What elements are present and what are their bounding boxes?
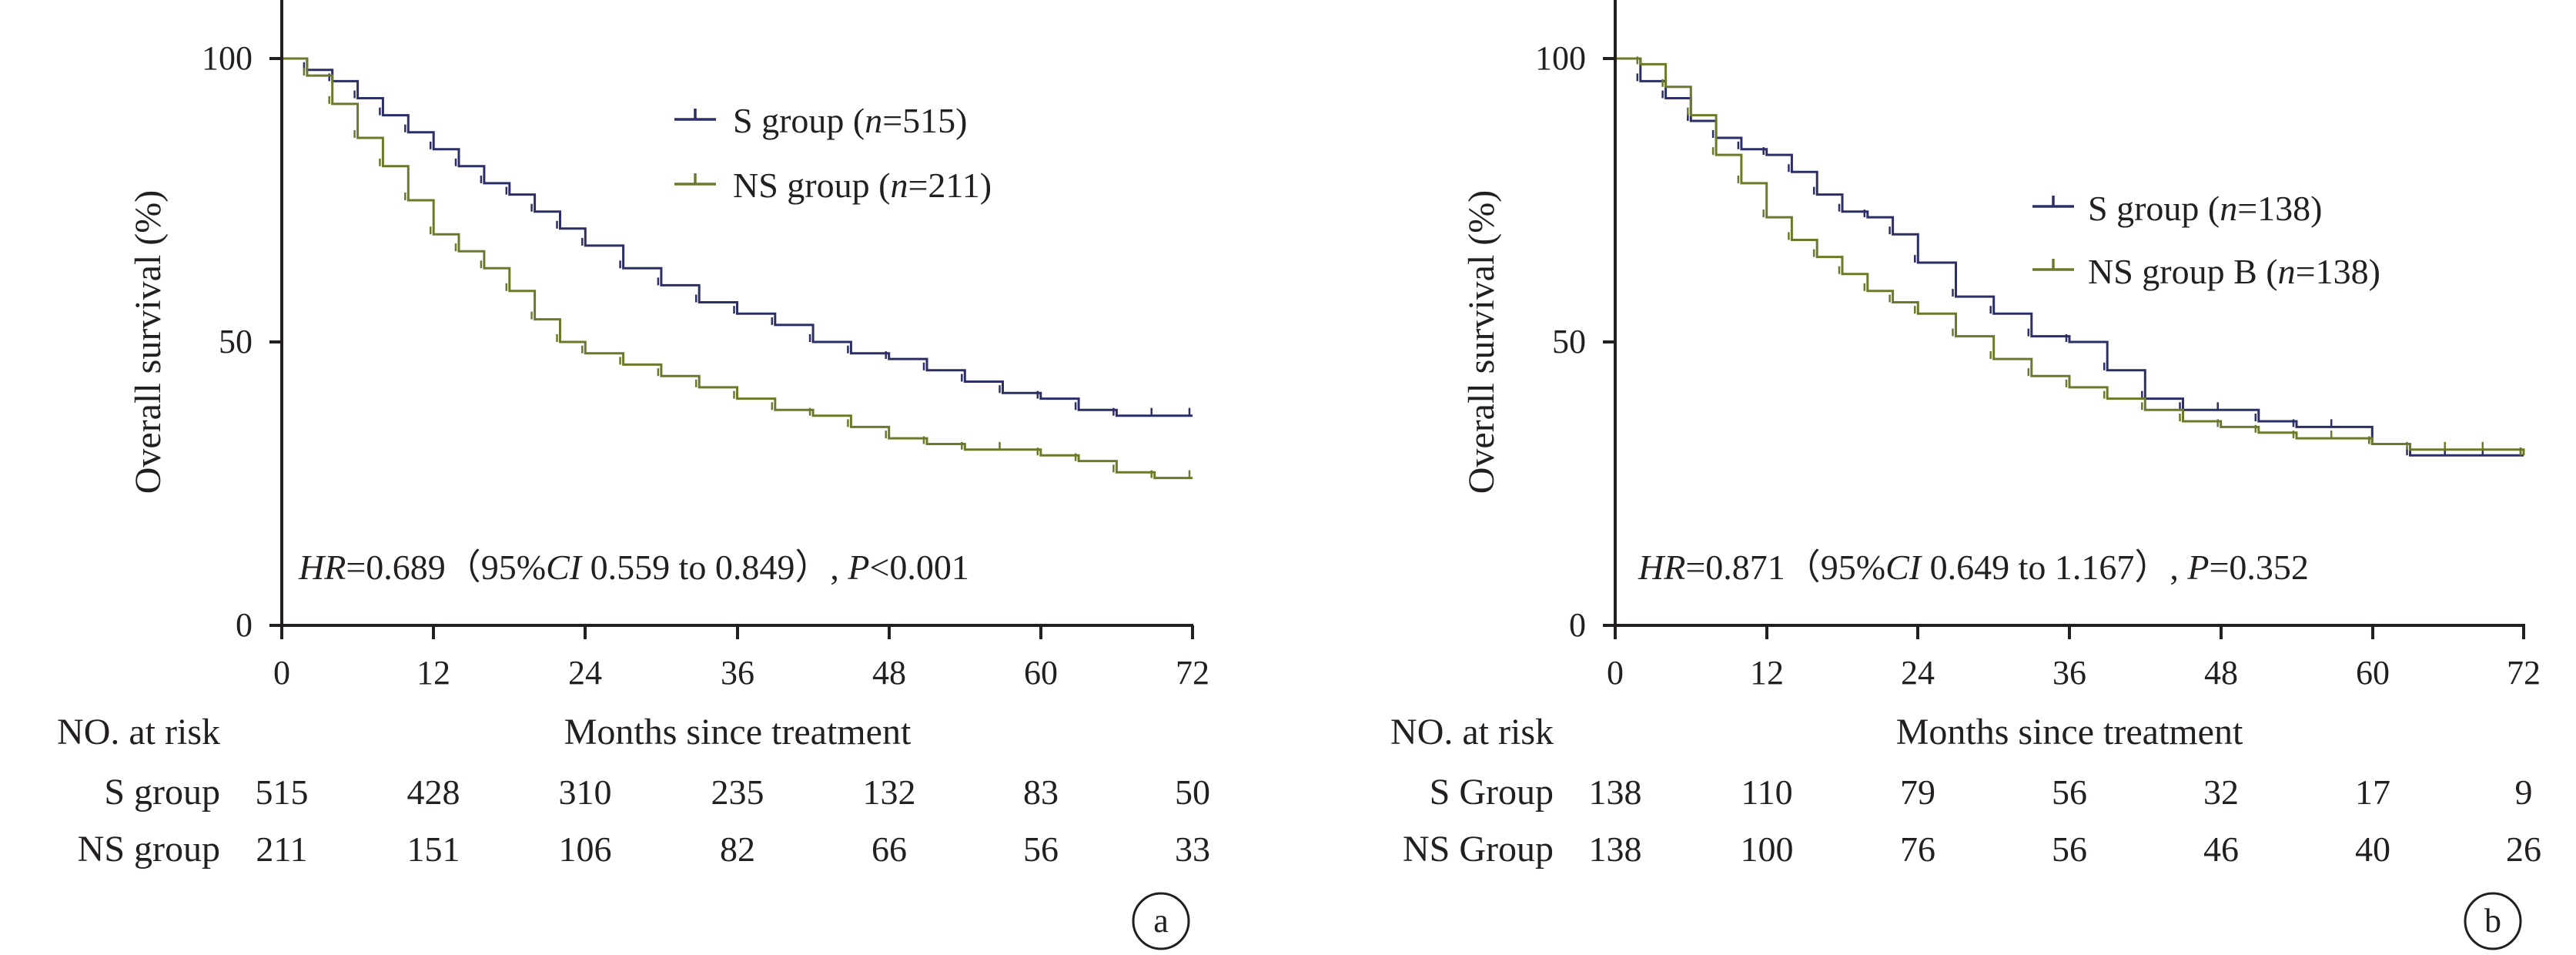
panel-a-xtick-label: 12 — [417, 654, 450, 692]
panel-a-risk-table: NO. at risk S group NS group 515 428 310… — [57, 712, 1210, 870]
risk-cell: 76 — [1900, 829, 1935, 869]
panel-b-risk-table: NO. at risk S Group NS Group 138 110 79 … — [1390, 712, 2541, 870]
panel-b-ytick-label: 0 — [1569, 606, 1586, 644]
risk-cell: 138 — [1589, 772, 1642, 812]
risk-cell: 428 — [407, 772, 460, 812]
panel-a-xtick-label: 24 — [568, 654, 602, 692]
panel-a-ytick-label: 50 — [219, 323, 253, 360]
panel-b-stats-annotation: HR=0.871（95%CI 0.649 to 1.167）, P=0.352 — [1638, 548, 2309, 587]
panel-b-xtick-label: 24 — [1901, 654, 1935, 692]
panel-b-series-layer — [1615, 56, 2525, 457]
panel-a-xtick-label: 72 — [1176, 654, 1209, 692]
risk-cell: 211 — [256, 829, 307, 869]
panel-a-x-ticks: 0 12 24 36 48 60 72 — [273, 625, 1209, 692]
risk-cell: 83 — [1023, 772, 1059, 812]
panel-b-y-axis-title: Overall survival (%) — [1461, 190, 1502, 494]
risk-cell: 66 — [871, 829, 907, 869]
risk-cell: 310 — [559, 772, 612, 812]
panel-label-circle — [2464, 892, 2522, 950]
risk-cell: 106 — [559, 829, 612, 869]
panel-a: 0 50 100 0 12 24 36 48 60 72 Overall s — [57, 0, 1210, 950]
survival-curve-a-1 — [282, 57, 1193, 480]
risk-cell: 515 — [256, 772, 309, 812]
risk-cell: 82 — [720, 829, 755, 869]
risk-cell: 151 — [407, 829, 460, 869]
panel-a-x-axis-title: Months since treatment — [564, 712, 912, 752]
risk-cell: 110 — [1741, 772, 1792, 812]
panel-b-ytick-label: 100 — [1535, 39, 1586, 77]
risk-cell: 138 — [1589, 829, 1642, 869]
panel-a-stats-annotation: HR=0.689（95%CI 0.559 to 0.849）, P<0.001 — [298, 548, 969, 587]
panel-a-plot: 0 50 100 0 12 24 36 48 60 72 Overall s — [128, 0, 1209, 752]
risk-cell: 40 — [2355, 829, 2390, 869]
risk-cell: 46 — [2203, 829, 2239, 869]
panel-b-xtick-label: 12 — [1750, 654, 1784, 692]
risk-row-label: S Group — [1430, 772, 1554, 813]
risk-table-header: NO. at risk — [1390, 712, 1554, 752]
panel-b-xtick-label: 60 — [2356, 654, 2390, 692]
panel-b-x-axis-title: Months since treatment — [1896, 712, 2243, 752]
risk-row-label: NS group — [78, 829, 220, 870]
panel-b-xtick-label: 36 — [2052, 654, 2086, 692]
survival-curve-a-0 — [282, 57, 1193, 417]
panel-b-legend-item-ns: NS group B (n=138) — [2032, 252, 2380, 291]
panel-a-ytick-label: 0 — [236, 606, 253, 644]
risk-cell: 32 — [2203, 772, 2239, 812]
risk-cell: 79 — [1900, 772, 1935, 812]
panel-b-label: b — [2464, 892, 2522, 950]
survival-curve-b-0 — [1615, 57, 2524, 457]
panel-a-xtick-label: 48 — [872, 654, 906, 692]
risk-cell: 100 — [1741, 829, 1794, 869]
panel-b-x-ticks: 0 12 24 36 48 60 72 — [1607, 625, 2541, 692]
panel-b-legend: S group (n=138) NS group B (n=138) — [2032, 189, 2380, 291]
legend-label: S group (n=515) — [733, 101, 968, 140]
risk-cell: 56 — [2052, 829, 2087, 869]
panel-a-xtick-label: 36 — [721, 654, 754, 692]
panel-a-legend-item-s: S group (n=515) — [674, 101, 968, 140]
panel-a-y-ticks: 0 50 100 — [202, 39, 282, 644]
panel-b: 0 50 100 0 12 24 36 48 60 72 Overall s — [1390, 0, 2541, 950]
panel-a-xtick-label: 60 — [1024, 654, 1058, 692]
panel-b-xtick-label: 0 — [1607, 654, 1624, 692]
risk-cell: 132 — [863, 772, 916, 812]
risk-row-label: NS Group — [1403, 829, 1554, 870]
panel-b-plot: 0 50 100 0 12 24 36 48 60 72 Overall s — [1461, 0, 2541, 752]
panel-a-series-layer — [282, 57, 1193, 480]
risk-cell: 50 — [1175, 772, 1210, 812]
risk-cell: 33 — [1175, 829, 1210, 869]
panel-label-text: a — [1153, 902, 1169, 940]
panel-b-ytick-label: 50 — [1552, 323, 1586, 360]
panel-a-legend: S group (n=515) NS group (n=211) — [674, 101, 992, 205]
risk-row-label: S group — [104, 772, 220, 813]
panel-label-text: b — [2484, 902, 2501, 940]
legend-label: S group (n=138) — [2088, 189, 2323, 228]
risk-cell: 56 — [1023, 829, 1059, 869]
panel-b-y-ticks: 0 50 100 — [1535, 39, 1615, 644]
panel-label-circle — [1132, 892, 1190, 950]
risk-cell: 17 — [2355, 772, 2390, 812]
panel-a-ytick-label: 100 — [202, 39, 253, 77]
panel-a-label: a — [1132, 892, 1190, 950]
survival-curve-b-1 — [1615, 57, 2525, 456]
risk-table-header: NO. at risk — [57, 712, 220, 752]
panel-a-y-axis-title: Overall survival (%) — [128, 190, 169, 494]
panel-a-legend-item-ns: NS group (n=211) — [674, 166, 992, 205]
risk-cell: 56 — [2052, 772, 2087, 812]
risk-cell: 26 — [2506, 829, 2541, 869]
legend-label: NS group (n=211) — [733, 166, 992, 205]
legend-label: NS group B (n=138) — [2088, 252, 2380, 291]
panel-a-xtick-label: 0 — [273, 654, 290, 692]
panel-b-legend-item-s: S group (n=138) — [2032, 189, 2323, 228]
panel-b-xtick-label: 48 — [2204, 654, 2238, 692]
panel-b-xtick-label: 72 — [2507, 654, 2541, 692]
risk-cell: 9 — [2515, 772, 2533, 812]
risk-cell: 235 — [711, 772, 764, 812]
